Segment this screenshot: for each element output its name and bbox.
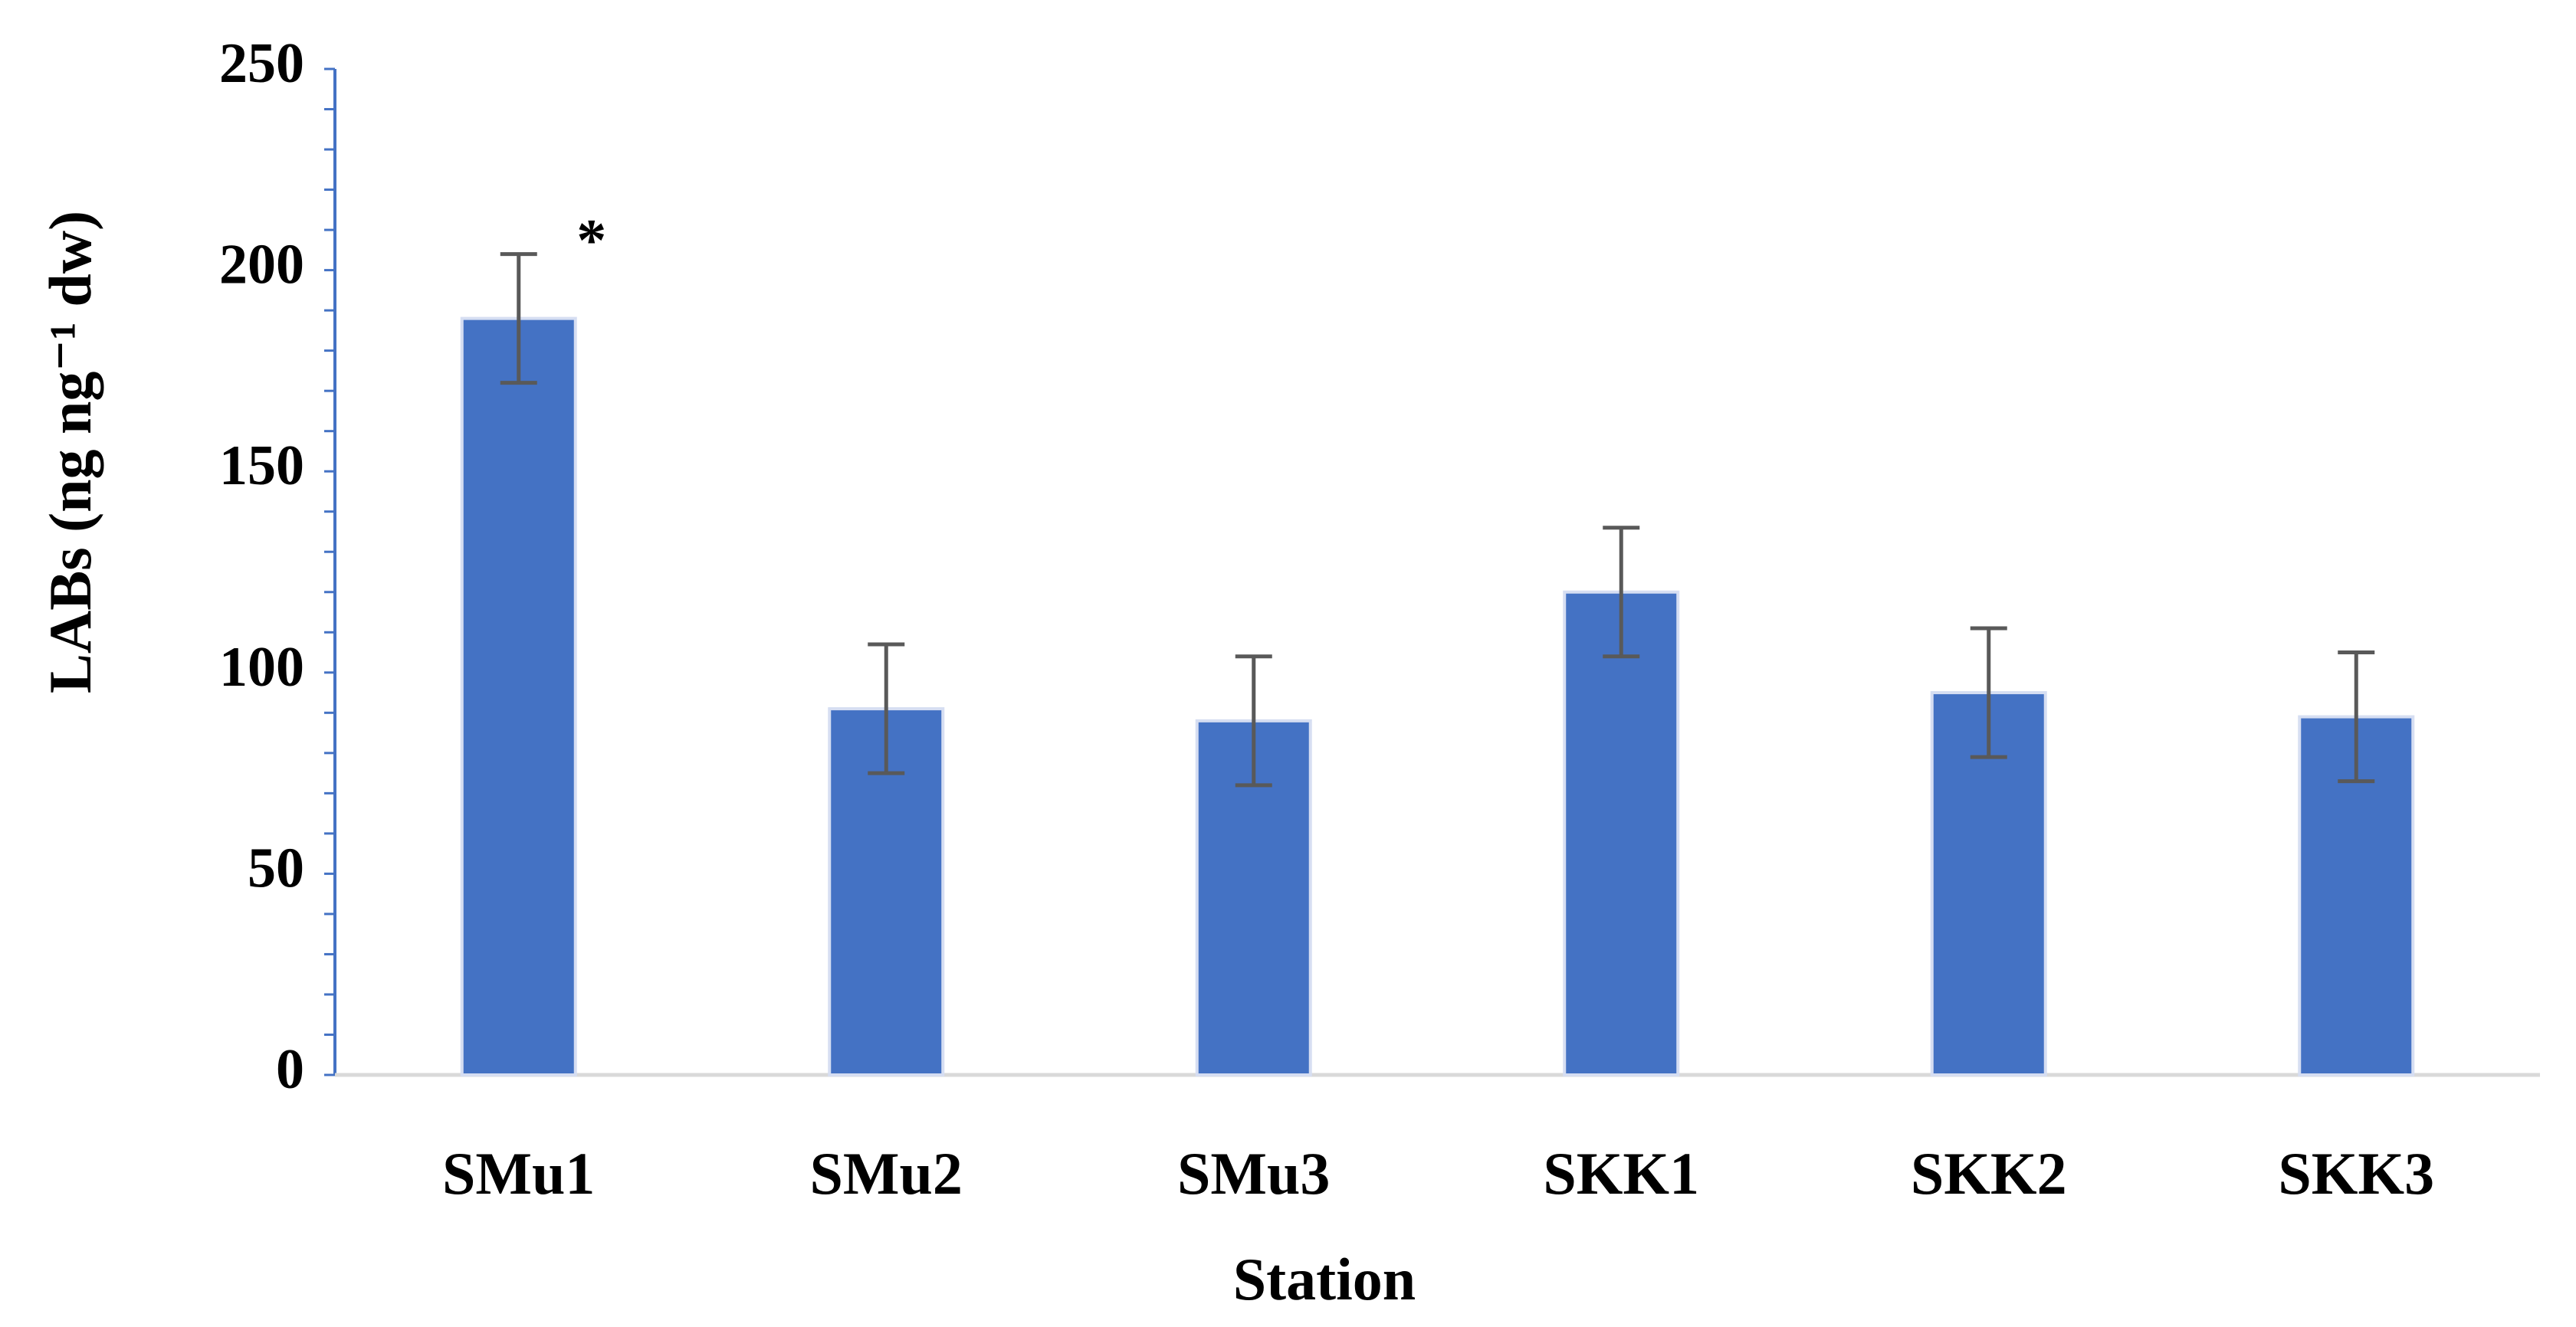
y-tick-label: 150 xyxy=(219,434,304,497)
error-bar xyxy=(1603,526,1640,659)
error-bar xyxy=(868,642,905,775)
error-bar xyxy=(500,252,537,385)
x-axis-title: Station xyxy=(1233,1246,1416,1312)
x-tick-label: SMu2 xyxy=(810,1140,963,1207)
x-tick-label: SKK2 xyxy=(1911,1140,2067,1207)
y-tick-label: 200 xyxy=(219,234,304,297)
y-tick-label: 250 xyxy=(219,32,304,95)
annotation: * xyxy=(576,206,606,273)
y-tick-label: 100 xyxy=(219,636,304,699)
x-tick-label: SKK3 xyxy=(2278,1140,2434,1207)
x-tick-label: SMu3 xyxy=(1177,1140,1330,1207)
bar xyxy=(1563,590,1680,1076)
error-bar xyxy=(1970,626,2007,759)
y-tick-label: 0 xyxy=(276,1038,304,1101)
y-tick-label: 50 xyxy=(248,837,304,899)
y-axis-title: LABs (ng ng⁻¹ dw) xyxy=(37,211,103,693)
x-tick-label: SMu1 xyxy=(442,1140,595,1207)
error-bar xyxy=(1235,654,1272,788)
x-tick-label: SKK1 xyxy=(1543,1140,1699,1207)
error-bar xyxy=(2338,650,2375,784)
bar xyxy=(460,316,577,1076)
